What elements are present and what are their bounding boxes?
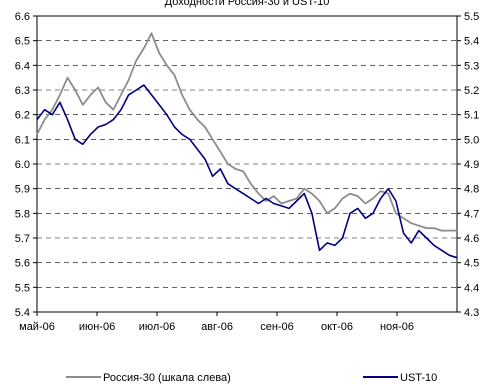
left-tick-label: 6.2 (15, 110, 30, 122)
left-tick-label: 6.5 (15, 36, 30, 48)
left-tick-label: 6.4 (15, 60, 30, 72)
x-tick-label: июн-06 (79, 321, 115, 333)
right-tick-label: 5.5 (464, 11, 479, 23)
right-tick-label: 4.6 (464, 233, 479, 245)
x-tick-label: ноя-06 (380, 321, 414, 333)
legend: Россия-30 (шкала слева) UST-10 (66, 372, 437, 384)
left-tick-label: 5.4 (15, 307, 30, 319)
left-axis: 5.4 5.5 5.6 5.7 5.8 5.9 6.0 6.1 6.2 6.3 6.4 6.5 6.6 (15, 11, 37, 319)
right-tick-label: 5.2 (464, 85, 479, 97)
left-tick-label: 5.6 (15, 258, 30, 270)
right-tick-label: 5.3 (464, 60, 479, 72)
x-tick-label: июл-06 (139, 321, 175, 333)
x-tick-label: май-06 (19, 321, 55, 333)
x-tick-label: сен-06 (260, 321, 294, 333)
series-layer (36, 32, 458, 259)
right-axis: 4.3 4.4 4.5 4.6 4.7 4.8 4.9 5.0 5.1 5.2 5.3 5.4 5.5 (457, 11, 479, 319)
left-tick-label: 5.8 (15, 208, 30, 220)
right-tick-label: 5.0 (464, 134, 479, 146)
right-tick-label: 4.8 (464, 184, 479, 196)
left-tick-label: 6.6 (15, 11, 30, 23)
right-tick-label: 4.5 (464, 258, 479, 270)
series-line-ust-10 (36, 84, 458, 259)
right-tick-label: 4.3 (464, 307, 479, 319)
legend-label-russia: Россия-30 (шкала слева) (103, 372, 231, 384)
right-tick-label: 5.4 (464, 36, 479, 48)
left-tick-label: 5.5 (15, 282, 30, 294)
chart-title: Доходности Россия-30 и UST-10 (165, 0, 330, 8)
right-tick-label: 4.4 (464, 282, 479, 294)
left-tick-label: 6.1 (15, 134, 30, 146)
left-tick-label: 5.7 (15, 233, 30, 245)
left-tick-label: 5.9 (15, 184, 30, 196)
x-tick-label: окт-06 (321, 321, 353, 333)
right-tick-label: 4.9 (464, 159, 479, 171)
right-tick-label: 5.1 (464, 110, 479, 122)
grid (37, 40, 457, 288)
x-tick-label: авг-06 (201, 321, 233, 333)
left-tick-label: 6.3 (15, 85, 30, 97)
legend-label-ust: UST-10 (400, 372, 437, 384)
left-tick-label: 6.0 (15, 159, 30, 171)
x-axis: май-06 июн-06 июл-06 авг-06 сен-06 окт-06 ноя-… (19, 312, 414, 333)
right-tick-label: 4.7 (464, 208, 479, 220)
series-line-russia-30 (36, 32, 457, 232)
